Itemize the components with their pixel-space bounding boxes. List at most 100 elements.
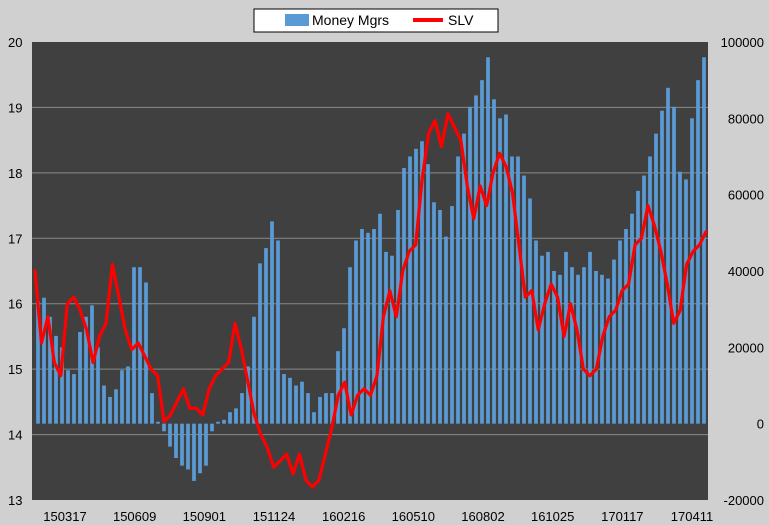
- bar: [228, 412, 232, 424]
- bar: [522, 175, 526, 424]
- left-axis-tick-label: 14: [8, 428, 22, 443]
- bar: [78, 332, 82, 424]
- bar: [456, 156, 460, 424]
- bar: [576, 274, 580, 424]
- bar: [180, 423, 184, 466]
- bar: [312, 412, 316, 424]
- bar: [276, 240, 280, 424]
- bar: [366, 232, 370, 424]
- bar: [96, 347, 100, 424]
- left-axis-tick-label: 17: [8, 231, 22, 246]
- bar: [324, 393, 328, 424]
- bar: [42, 297, 46, 424]
- bar: [618, 240, 622, 424]
- bar: [288, 377, 292, 424]
- bar: [354, 240, 358, 424]
- bar: [84, 316, 88, 424]
- bar: [108, 396, 112, 424]
- x-axis-tick-label: 150317: [43, 509, 86, 524]
- legend-swatch-money-mgrs: [285, 14, 309, 26]
- x-axis-tick-label: 160802: [461, 509, 504, 524]
- bar: [600, 274, 604, 424]
- right-axis-tick-label: -20000: [724, 493, 764, 508]
- left-axis-tick-label: 18: [8, 166, 22, 181]
- bar: [240, 393, 244, 424]
- bar: [114, 389, 118, 424]
- bar: [246, 366, 250, 424]
- bar: [54, 335, 58, 424]
- x-axis-tick-label: 160216: [322, 509, 365, 524]
- x-axis-tick-label: 151124: [253, 509, 295, 524]
- right-axis-tick-label: 0: [757, 417, 764, 432]
- bar: [318, 396, 322, 424]
- bar: [654, 133, 658, 424]
- bar: [612, 259, 616, 424]
- bar: [516, 156, 520, 424]
- bar: [342, 328, 346, 424]
- legend: Money Mgrs SLV: [253, 8, 499, 33]
- bar: [420, 141, 424, 424]
- bar: [60, 347, 64, 424]
- bar: [558, 274, 562, 424]
- legend-label-slv: SLV: [448, 12, 474, 28]
- bar: [36, 301, 40, 424]
- bar: [552, 271, 556, 424]
- bar: [444, 236, 448, 424]
- x-axis-tick-label: 150609: [113, 509, 156, 524]
- bar: [528, 198, 532, 424]
- legend-box: [253, 8, 499, 33]
- bar: [204, 423, 208, 466]
- bar: [72, 374, 76, 424]
- legend-label-money-mgrs: Money Mgrs: [312, 12, 389, 28]
- bar: [234, 408, 238, 424]
- bar: [378, 213, 382, 424]
- right-axis-tick-label: 20000: [728, 340, 764, 355]
- bar: [636, 190, 640, 424]
- bar: [696, 80, 700, 424]
- bar: [258, 263, 262, 424]
- bar: [360, 229, 364, 424]
- bar: [300, 381, 304, 424]
- bar: [684, 179, 688, 424]
- left-axis-tick-label: 20: [8, 35, 22, 50]
- bar: [606, 278, 610, 424]
- left-axis-tick-label: 13: [8, 493, 22, 508]
- right-axis-tick-label: 100000: [721, 35, 764, 50]
- bar: [150, 393, 154, 424]
- bar: [48, 316, 52, 424]
- x-axis-tick-label: 160510: [392, 509, 435, 524]
- bar: [546, 251, 550, 424]
- bar: [588, 251, 592, 424]
- bar: [582, 267, 586, 424]
- bar: [330, 393, 334, 424]
- bar: [504, 114, 508, 424]
- bar: [216, 421, 220, 424]
- x-axis-ticks: 150317 150609 150901 151124 160216 160510 1608…: [43, 509, 713, 524]
- bar: [492, 99, 496, 424]
- bar: [390, 255, 394, 424]
- bar: [624, 229, 628, 424]
- bar: [396, 209, 400, 424]
- bar: [198, 423, 202, 474]
- bar: [678, 171, 682, 424]
- bar: [102, 385, 106, 424]
- x-axis-tick-label: 170117: [601, 509, 643, 524]
- bar: [306, 393, 310, 424]
- bar: [594, 271, 598, 424]
- bar: [66, 370, 70, 424]
- bar: [426, 164, 430, 424]
- line-series-slv: [33, 112, 708, 489]
- bar: [666, 87, 670, 424]
- bar: [264, 248, 268, 424]
- bar: [498, 118, 502, 424]
- bar: [690, 118, 694, 424]
- bar: [144, 282, 148, 424]
- right-axis-tick-label: 80000: [728, 111, 764, 126]
- bar: [534, 240, 538, 424]
- bar: [126, 366, 130, 424]
- right-axis-ticks: -20000 0 20000 40000 60000 80000 100000: [721, 35, 764, 508]
- bar: [222, 419, 226, 424]
- bar: [450, 206, 454, 424]
- bar: [486, 57, 490, 424]
